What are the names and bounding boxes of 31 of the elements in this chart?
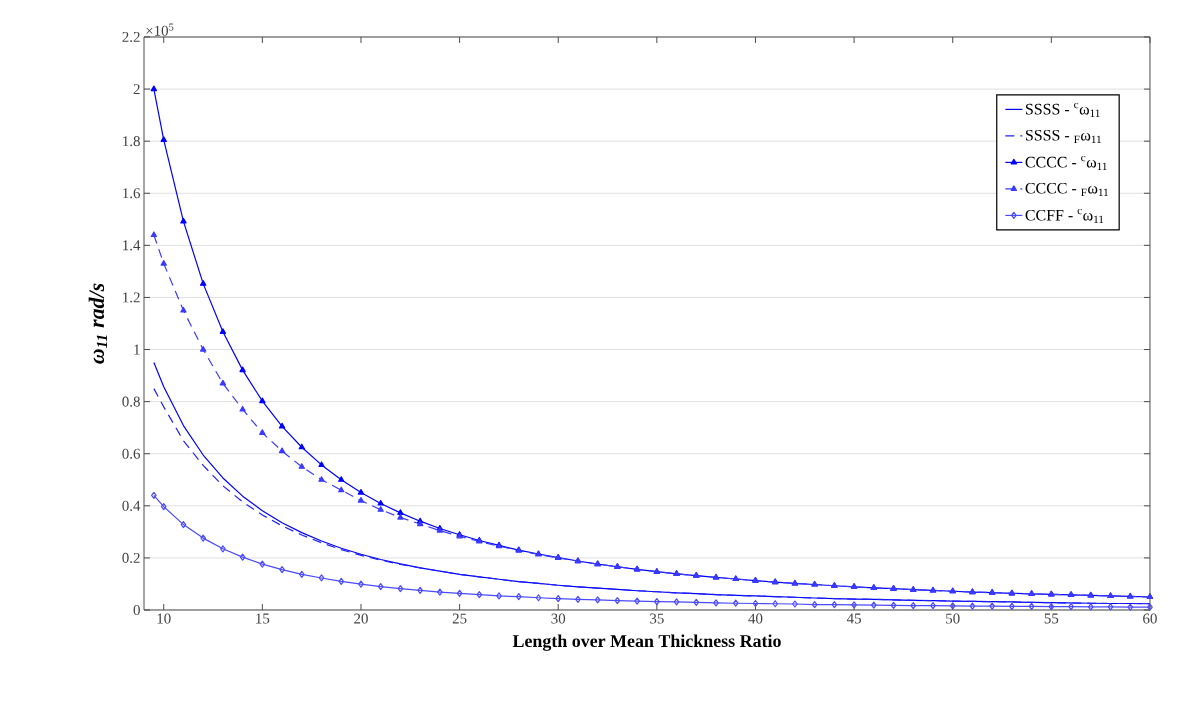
y-tick-label: 1.4: [123, 240, 141, 251]
y-tick-label: 0.8: [122, 396, 140, 407]
y-axis-title: ω$_{11}$ rad/s: [88, 283, 107, 364]
x-tick-label: 50: [946, 613, 960, 624]
x-tick-label: 35: [650, 613, 664, 624]
x-tick-label: 40: [748, 613, 763, 624]
x-tick-label: 25: [452, 613, 467, 624]
legend-label: CCFF - $^{c}$ω$_{11}$: [1025, 208, 1104, 224]
legend-label: CCCC - $^{c}$ω$_{11}$: [1025, 155, 1107, 170]
text: ×10$^{5}$: [146, 23, 174, 36]
x-tick-label: 10: [157, 613, 171, 624]
x-tick-label: 15: [256, 613, 270, 624]
x-tick-label: 55: [1044, 613, 1059, 624]
legend-label: SSSS - $^{c}$ω$_{11}$: [1026, 102, 1100, 117]
y-tick-label: 1.2: [123, 292, 140, 303]
y-tick-label: 0.2: [122, 552, 140, 563]
x-tick-label: 45: [846, 613, 861, 624]
x-tick-label: 30: [551, 613, 566, 624]
y-tick-label: 0.4: [122, 500, 141, 511]
y-tick-label: 1.8: [123, 136, 140, 147]
y-tick-label: 1: [134, 344, 140, 355]
legend-label: SSSS - $_{F}$ω$_{11}$: [1026, 129, 1101, 144]
y-tick-label: 2: [133, 84, 140, 95]
x-tick-label: 20: [354, 613, 368, 624]
legend-label: CCCC - $_{F}$ω$_{11}$: [1025, 182, 1109, 197]
y-tick-label: 2.2: [122, 31, 140, 43]
y-tick-label: 0: [133, 604, 140, 616]
y-tick-label: 1.6: [123, 188, 141, 199]
x-tick-label: 60: [1143, 613, 1157, 624]
y-tick-label: 0.6: [122, 448, 141, 459]
x-axis-title: Length over Mean Thickness Ratio: [512, 634, 781, 651]
